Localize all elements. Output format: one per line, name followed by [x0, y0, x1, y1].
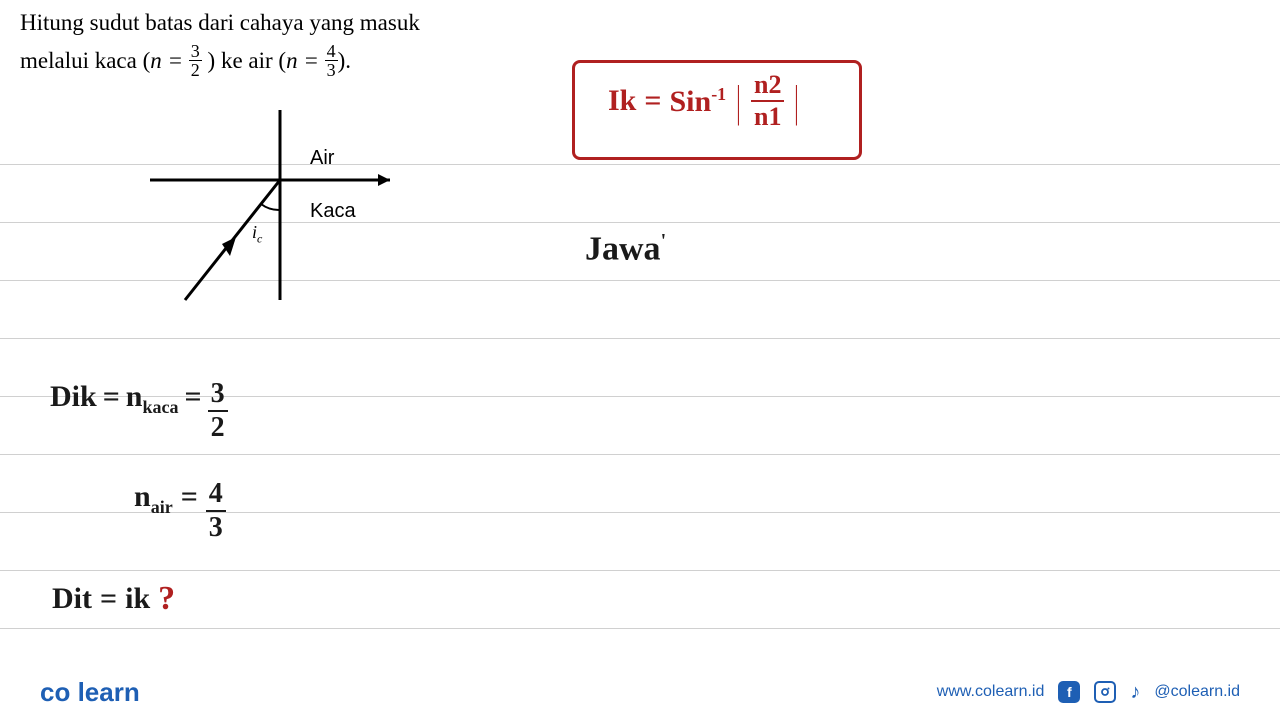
dit-row: Dit = ik ? [52, 580, 175, 618]
n-label-2: n = [286, 48, 319, 73]
dit-label: Dit [52, 582, 92, 616]
nair-row: nair = 4 3 [134, 480, 226, 542]
dik-eq1: = [103, 380, 120, 414]
nkaca-den: 2 [208, 412, 228, 442]
problem-line1: Hitung sudut batas dari cahaya yang masu… [20, 10, 420, 36]
line2-pre: melalui kaca ( [20, 48, 150, 73]
footer-url: www.colearn.id [937, 683, 1045, 701]
formula-fraction: n2 n1 [751, 72, 784, 130]
dik-label: Dik [50, 380, 97, 414]
ruled-line [0, 570, 1280, 571]
nair-var: nair [134, 480, 173, 518]
frac-glass-num: 3 [189, 42, 202, 61]
formula-func: Sin-1 [669, 84, 726, 119]
n-label-1: n = [150, 48, 183, 73]
formula-eq: = [644, 84, 661, 118]
ruled-line [0, 338, 1280, 339]
footer-right: www.colearn.id f ♪ @colearn.id [937, 681, 1240, 704]
label-kaca: Kaca [310, 200, 356, 223]
refraction-diagram: Air Kaca ic [130, 100, 430, 320]
line2-post: ). [338, 48, 351, 73]
ruled-line [0, 628, 1280, 629]
footer: co learn www.colearn.id f ♪ @colearn.id [0, 664, 1280, 720]
nair-num: 4 [206, 480, 226, 512]
frac-glass-den: 2 [189, 61, 202, 79]
formula-content: Ik = Sin-1 | n2 n1 | [608, 72, 801, 130]
label-air: Air [310, 147, 334, 170]
ruled-line [0, 454, 1280, 455]
question-mark: ? [158, 580, 175, 618]
nkaca-var: nkaca [126, 380, 179, 418]
frac-air-num: 4 [325, 42, 338, 61]
dik-eq2: = [184, 380, 201, 414]
fraction-air: 4 3 [325, 42, 338, 79]
dik-nkaca: Dik = nkaca = 3 2 [50, 380, 228, 442]
frac-air-den: 3 [325, 61, 338, 79]
footer-handle: @colearn.id [1154, 683, 1240, 701]
problem-line2: melalui kaca (n = 3 2 ) ke air (n = 4 3 … [20, 44, 351, 81]
line2-mid: ) ke air ( [208, 48, 287, 73]
dit-eq: = [100, 582, 117, 616]
dit-var: ik [125, 582, 150, 616]
tiktok-icon: ♪ [1130, 681, 1140, 704]
nair-eq: = [181, 480, 198, 514]
nkaca-frac: 3 2 [208, 380, 228, 442]
formula-den: n1 [751, 102, 784, 130]
formula-num: n2 [751, 72, 784, 102]
brand-logo: co learn [40, 677, 140, 708]
label-angle: ic [252, 222, 262, 247]
nair-den: 3 [206, 512, 226, 542]
nkaca-num: 3 [208, 380, 228, 412]
jawab-label: Jawa' [585, 230, 666, 268]
fraction-glass: 3 2 [189, 42, 202, 79]
nair-frac: 4 3 [206, 480, 226, 542]
instagram-icon [1094, 681, 1116, 703]
formula-lhs: Ik [608, 84, 636, 118]
facebook-icon: f [1058, 681, 1080, 703]
